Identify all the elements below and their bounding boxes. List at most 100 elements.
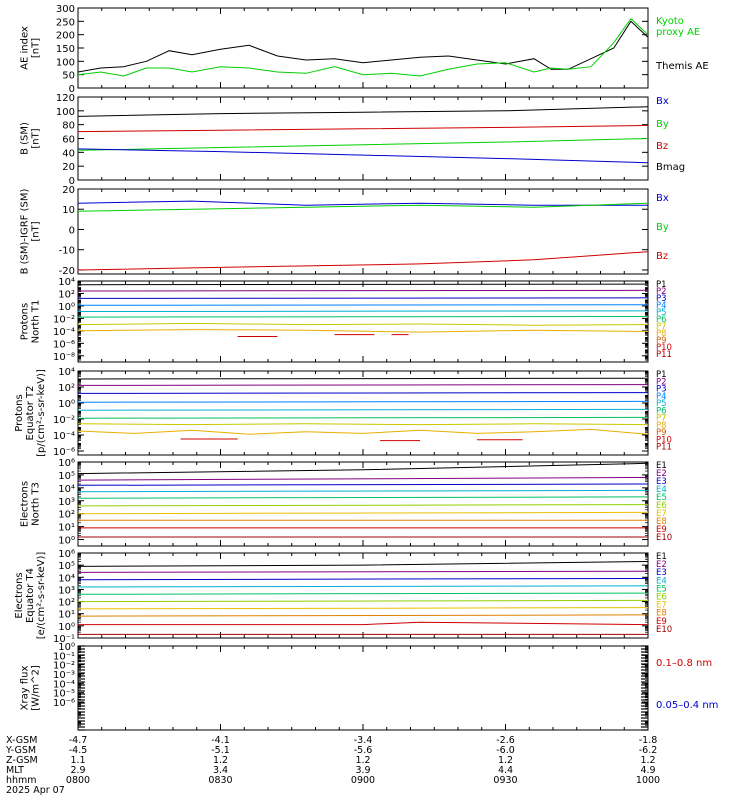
legend-entry: P3 — [656, 294, 667, 304]
y-tick-label: 10⁻² — [53, 661, 75, 672]
y-tick-label: 10⁻⁴ — [53, 327, 75, 338]
y-tick-label: 0 — [69, 225, 75, 236]
y-axis-label-line: [e/(cm²-s-sr-keV)] — [36, 552, 47, 640]
y-tick-label: 10 — [62, 205, 75, 216]
y-tick-label: 40 — [62, 148, 75, 159]
y-tick-label: 10⁴ — [58, 484, 75, 495]
series-line — [77, 483, 649, 486]
panel-frame — [77, 7, 649, 89]
y-tick-label: 100 — [56, 107, 75, 118]
legend-entry: 0.1–0.8 nm — [656, 658, 712, 669]
legend-entry: E2 — [656, 560, 667, 570]
series-line — [77, 384, 649, 386]
y-tick-label: 10⁻⁶ — [53, 447, 75, 458]
legend-entry: E5 — [656, 584, 667, 594]
y-tick-label: 10⁰ — [58, 399, 75, 410]
y-tick-label: 300 — [56, 4, 75, 15]
legend-entry: proxy AE — [656, 27, 700, 38]
legend-entry: E6 — [656, 501, 667, 511]
legend-entry: P2 — [656, 377, 667, 387]
series-line — [77, 289, 649, 292]
legend-entry: P1 — [656, 280, 667, 290]
legend-entry: P5 — [656, 308, 667, 318]
time-axis-value: -5.6 — [354, 745, 373, 756]
legend-entry: P4 — [656, 392, 667, 402]
time-axis-row-label: Y-GSM — [5, 745, 36, 756]
y-axis-label: Xray flux [W/m^2] — [20, 665, 42, 711]
y-axis-label-line: Protons — [14, 394, 25, 431]
y-axis-label: AE index [nT] — [20, 26, 42, 70]
legend-entry: P11 — [656, 350, 672, 360]
time-axis-value: -5.1 — [211, 745, 230, 756]
legend-entry: Bz — [656, 141, 668, 152]
y-tick-label: 0 — [69, 84, 75, 95]
y-tick-label: 60 — [62, 135, 75, 146]
y-tick-label: 10¹ — [58, 610, 75, 621]
series-line — [77, 316, 649, 318]
series-line — [77, 570, 649, 573]
y-axis-label-line: Equator T4 — [25, 568, 36, 623]
series-line — [77, 251, 649, 271]
y-tick-label: 10² — [58, 383, 75, 394]
series-line — [77, 614, 649, 617]
series-line — [77, 106, 649, 117]
y-tick-label: 10⁻⁶ — [53, 698, 75, 709]
legend-entry: P3 — [656, 385, 667, 395]
time-axis-value: 0800 — [66, 775, 90, 786]
y-tick-label: 250 — [56, 17, 75, 28]
time-axis-value: 1.2 — [355, 755, 370, 766]
legend-entry: By — [656, 222, 669, 233]
y-tick-label: 120 — [56, 93, 75, 104]
series-line — [77, 148, 649, 164]
y-tick-label: 10² — [58, 510, 75, 521]
y-tick-label: 10⁰ — [58, 622, 75, 633]
y-tick-label: 20 — [62, 185, 75, 196]
legend-entry: P8 — [656, 421, 667, 431]
y-axis-label-line: [nT] — [31, 221, 42, 241]
y-tick-label: -10 — [59, 246, 75, 257]
time-axis-row-label: Z-GSM — [6, 755, 38, 766]
y-tick-label: 10⁵ — [58, 471, 75, 482]
series-line — [77, 599, 649, 603]
legend-entry: E9 — [656, 617, 667, 627]
y-axis-label-line: North T3 — [31, 482, 42, 526]
legend-entry: E1 — [656, 461, 667, 471]
legend-entry: E3 — [656, 568, 667, 578]
y-axis-label-line: [W/m^2] — [31, 665, 42, 711]
legend-entry: Bx — [656, 96, 669, 107]
y-tick-label: 10⁻³ — [53, 670, 75, 681]
series-line — [77, 477, 649, 481]
panel-frame — [77, 370, 649, 456]
legend-entry: Bz — [656, 251, 668, 262]
series-line — [77, 310, 649, 312]
y-tick-label: 10² — [58, 598, 75, 609]
panel-frame — [77, 280, 649, 363]
time-axis-value: 1000 — [636, 775, 660, 786]
series-line — [77, 428, 649, 435]
y-axis-label: Protons Equator T2 [p/(cm²-s-sr-keV)] — [14, 369, 47, 457]
series-line — [77, 462, 649, 475]
y-tick-label: 10⁻⁴ — [53, 679, 75, 690]
series-line — [77, 400, 649, 403]
time-axis-row-label: MLT — [6, 765, 24, 776]
y-tick-label: 10⁻² — [53, 314, 75, 325]
y-axis-label-line: North T1 — [31, 300, 42, 344]
time-axis-value: 2.9 — [70, 765, 85, 776]
y-tick-label: 10³ — [58, 497, 75, 508]
panel-6: 10⁶ 10⁵ 10⁴ 10³ 10² 10¹ 10⁰ Electrons North T3 E1… — [20, 458, 673, 547]
panel-3: -20 -10 0 10 20 B (SM)-IGRF (SM) [nT] Bx By Bz — [20, 185, 669, 277]
date-label: 2025 Apr 07 — [6, 785, 65, 796]
legend-entry: P2 — [656, 287, 667, 297]
y-tick-label: 10⁴ — [58, 367, 75, 378]
series-line — [77, 392, 649, 394]
time-axis-value: -4.7 — [69, 735, 88, 746]
legend-entry: E8 — [656, 517, 667, 527]
series-line — [77, 561, 649, 567]
time-axis-value: 1.2 — [213, 755, 228, 766]
time-axis-value: -4.5 — [69, 745, 88, 756]
legend-entry: P1 — [656, 370, 667, 380]
legend-entry: E10 — [656, 533, 672, 543]
legend-entry: E4 — [656, 485, 667, 495]
time-axis-value: 1.2 — [498, 755, 513, 766]
y-tick-label: 10⁻² — [53, 415, 75, 426]
